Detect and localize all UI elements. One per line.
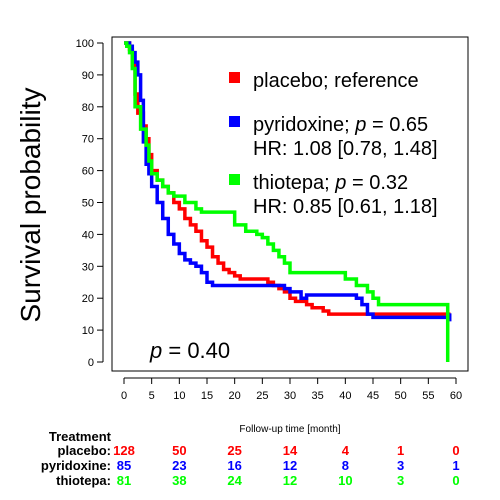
risk-count: 85 (117, 458, 131, 473)
risk-count: 0 (452, 443, 459, 458)
plot-frame (111, 36, 469, 372)
x-tick-label: 50 (395, 390, 407, 402)
x-tick-label: 40 (339, 390, 351, 402)
risk-count: 38 (172, 473, 186, 488)
y-tick-label: 40 (82, 229, 94, 241)
survival-curve-0 (124, 41, 451, 316)
y-tick-label: 100 (76, 38, 94, 50)
axes-layer: 0 5 10 15 20 25 30 35 40 45 50 55 60 0 10 20 30 40 50 60 70 8… (76, 36, 469, 402)
x-tick-label: 5 (149, 390, 155, 402)
risk-count: 4 (342, 443, 350, 458)
y-axis-title: Survival probability (15, 88, 46, 323)
risk-row-label: placebo: (58, 443, 111, 458)
risk-count: 10 (338, 473, 352, 488)
legend-hr: HR: 1.08 [0.78, 1.48] (253, 138, 438, 160)
x-tick-label: 35 (312, 390, 324, 402)
legend-swatch (229, 116, 240, 127)
risk-count: 23 (172, 458, 186, 473)
y-tick-label: 90 (82, 70, 94, 82)
risk-count: 1 (397, 443, 404, 458)
legend-swatch (229, 174, 240, 185)
x-tick-label: 30 (284, 390, 296, 402)
x-tick-label: 55 (422, 390, 434, 402)
survival-curve-1 (124, 41, 451, 320)
x-tick-label: 20 (229, 390, 241, 402)
risk-count: 81 (117, 473, 131, 488)
series-layer: p = 0.40 (124, 41, 452, 363)
x-tick-label: 45 (367, 390, 379, 402)
y-tick-label: 30 (82, 261, 94, 273)
y-tick-label: 10 (82, 325, 94, 337)
legend-swatch (229, 72, 240, 83)
risk-count: 0 (452, 473, 459, 488)
legend-label: thiotepa; p = 0.32 (253, 172, 408, 194)
x-tick-label: 0 (121, 390, 127, 402)
y-tick-label: 50 (82, 198, 94, 210)
risk-count: 16 (227, 458, 241, 473)
risk-row-label: pyridoxine: (41, 458, 111, 473)
risk-row-label: thiotepa: (56, 473, 111, 488)
risk-count: 3 (397, 473, 404, 488)
risk-count: 128 (113, 443, 135, 458)
risk-count: 50 (172, 443, 186, 458)
y-tick-label: 70 (82, 134, 94, 146)
risk-count: 8 (342, 458, 349, 473)
risk-count: 25 (227, 443, 241, 458)
x-axis-title: Follow-up time [month] (239, 424, 340, 435)
legend-label: pyridoxine; p = 0.65 (253, 114, 428, 136)
survival-curve-2 (124, 41, 450, 362)
risk-count: 24 (227, 473, 242, 488)
legend-hr: HR: 0.85 [0.61, 1.18] (253, 196, 438, 218)
risk-count: 14 (283, 443, 298, 458)
legend-label: placebo; reference (253, 70, 419, 92)
x-tick-label: 15 (201, 390, 213, 402)
risk-count: 3 (397, 458, 404, 473)
x-tick-label: 10 (173, 390, 185, 402)
risk-table-header: Treatment (49, 429, 112, 444)
y-tick-label: 0 (88, 357, 94, 369)
y-tick-label: 80 (82, 102, 94, 114)
x-tick-label: 25 (256, 390, 268, 402)
y-tick-label: 20 (82, 293, 94, 305)
risk-count: 12 (283, 458, 297, 473)
risk-count: 12 (283, 473, 297, 488)
risk-count: 1 (452, 458, 459, 473)
x-tick-label: 60 (450, 390, 462, 402)
y-tick-label: 60 (82, 166, 94, 178)
overall-p-value: p = 0.40 (149, 338, 230, 363)
